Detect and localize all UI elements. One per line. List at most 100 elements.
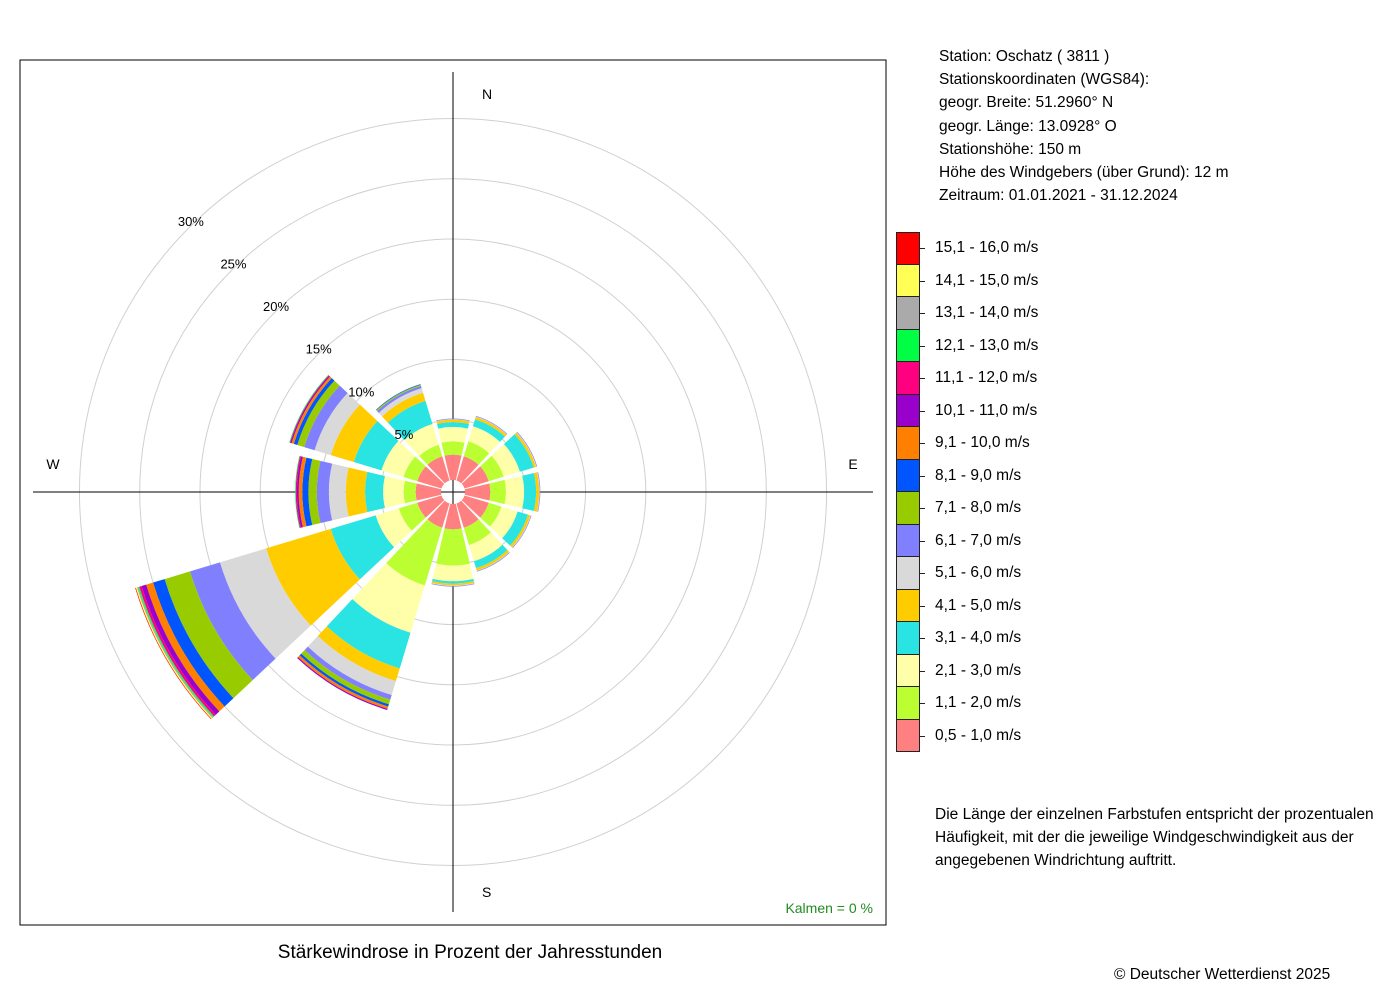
segment-W-4	[345, 467, 368, 517]
segment-WNW-0	[417, 466, 445, 489]
segment-WNW-5	[314, 393, 360, 456]
segment-O-4	[533, 472, 540, 512]
segment-WSW-8	[153, 579, 234, 707]
compass-E: E	[848, 456, 857, 472]
legend-item: 4,1 - 5,0 m/s	[896, 589, 1196, 622]
legend-swatch	[896, 362, 920, 395]
segment-ONO-3	[503, 434, 534, 472]
legend-swatch	[896, 394, 920, 427]
station-name: Station: Oschatz ( 3811 )	[939, 48, 1110, 65]
calm-label: Kalmen = 0 %	[785, 900, 873, 916]
segment-O-5	[536, 472, 540, 512]
segment-NNW-5	[378, 388, 424, 417]
petal-WNW	[289, 374, 445, 489]
segment-N-6	[436, 418, 470, 422]
legend-swatch	[896, 232, 920, 265]
segment-W-7	[308, 458, 321, 526]
legend-label: 2,1 - 3,0 m/s	[935, 661, 1022, 679]
legend-label: 5,1 - 6,0 m/s	[935, 564, 1022, 581]
legend-label: 1,1 - 2,0 m/s	[935, 694, 1022, 711]
ring-label-25: 25%	[220, 256, 246, 271]
segment-S-1	[436, 528, 470, 566]
segment-WNW-7	[297, 380, 340, 448]
legend-swatch	[896, 459, 920, 492]
segment-ONO-0	[461, 466, 489, 489]
segment-O-3	[522, 473, 537, 511]
segment-WSW-3	[330, 515, 395, 580]
legend-item: 2,1 - 3,0 m/s	[896, 654, 1196, 687]
segment-S-0	[444, 503, 462, 530]
legend-tick	[920, 378, 925, 379]
segment-SSW-4	[317, 626, 400, 682]
petal-SSO	[456, 500, 510, 572]
segment-W-10	[296, 456, 303, 528]
segment-OSO-0	[461, 495, 489, 518]
segment-SSW-5	[307, 636, 396, 696]
petal-ONO	[461, 431, 538, 489]
segment-ONO-2	[491, 444, 520, 477]
legend-label: 14,1 - 15,0 m/s	[935, 271, 1039, 289]
segment-W-5	[328, 463, 349, 521]
legend-item: 14,1 - 15,0 m/s	[896, 264, 1196, 297]
segment-NNO-4	[474, 417, 507, 437]
segment-SSO-1	[463, 519, 491, 546]
segment-WSW-6	[189, 562, 276, 681]
radial-tick-labels: 5% 10% 15% 20% 25% 30%	[178, 214, 414, 442]
petal-N	[436, 418, 470, 481]
segment-ONO-4	[514, 432, 537, 468]
segment-WNW-2	[381, 440, 416, 478]
legend-item: 8,1 - 9,0 m/s	[896, 459, 1196, 492]
ring-label-15: 15%	[306, 342, 332, 357]
segment-WSW-4	[266, 528, 360, 626]
legend-item: 7,1 - 8,0 m/s	[896, 492, 1196, 525]
legend-tick	[920, 573, 925, 574]
legend-label: 13,1 - 14,0 m/s	[935, 304, 1039, 321]
legend-label: 6,1 - 7,0 m/s	[935, 531, 1022, 549]
segment-SSW-6	[304, 646, 392, 700]
segment-WSW-5	[219, 548, 311, 659]
legend-label: 8,1 - 9,0 m/s	[935, 466, 1022, 484]
segment-WNW-3	[353, 421, 399, 471]
segment-NNO-3	[472, 419, 505, 442]
segment-N-5	[436, 419, 470, 422]
legend-swatch	[896, 589, 920, 622]
segment-OSO-3	[502, 511, 528, 546]
segment-WNW-6	[304, 385, 348, 451]
segment-W-2	[383, 476, 405, 508]
legend-tick	[920, 638, 925, 639]
legend-label: 9,1 - 10,0 m/s	[935, 434, 1030, 451]
segment-S-2	[432, 563, 474, 582]
segment-WNW-9	[291, 376, 332, 444]
segment-O-2	[504, 475, 525, 509]
legend-tick	[920, 605, 925, 607]
petal-SSW	[297, 500, 450, 711]
legend-item: 12,1 - 13,0 m/s	[896, 329, 1196, 362]
legend-label: 7,1 - 8,0 m/s	[935, 499, 1022, 516]
legend-swatch	[896, 557, 920, 590]
segment-NNW-3	[387, 400, 433, 441]
station-elevation: Stationshöhe: 150 m	[939, 140, 1082, 158]
segment-NNO-2	[468, 426, 501, 454]
time-period: Zeitraum: 01.01.2021 - 31.12.2024	[939, 187, 1178, 205]
segment-OSO-4	[510, 514, 531, 548]
copyright: © Deutscher Wetterdienst 2025	[1114, 966, 1331, 983]
segment-N-1	[441, 441, 465, 456]
legend-item: 6,1 - 7,0 m/s	[896, 524, 1196, 557]
compass-W: W	[46, 456, 60, 472]
segment-O-6	[537, 472, 541, 512]
legend-swatch	[896, 687, 920, 720]
petal-NNO	[456, 415, 508, 484]
legend-item: 13,1 - 14,0 m/s	[896, 297, 1196, 330]
segment-WSW-2	[375, 508, 412, 548]
legend-tick	[920, 508, 925, 509]
segment-N-4	[436, 419, 470, 424]
legend-label: 10,1 - 11,0 m/s	[935, 401, 1038, 419]
petal-O	[464, 472, 541, 512]
legend-swatch	[896, 492, 920, 525]
ring-label-30: 30%	[178, 214, 204, 229]
segment-W-3	[365, 471, 385, 513]
petal-OSO	[461, 495, 532, 549]
wind-petals	[135, 374, 541, 720]
petal-WSW	[135, 495, 445, 720]
segment-O-1	[489, 479, 507, 505]
